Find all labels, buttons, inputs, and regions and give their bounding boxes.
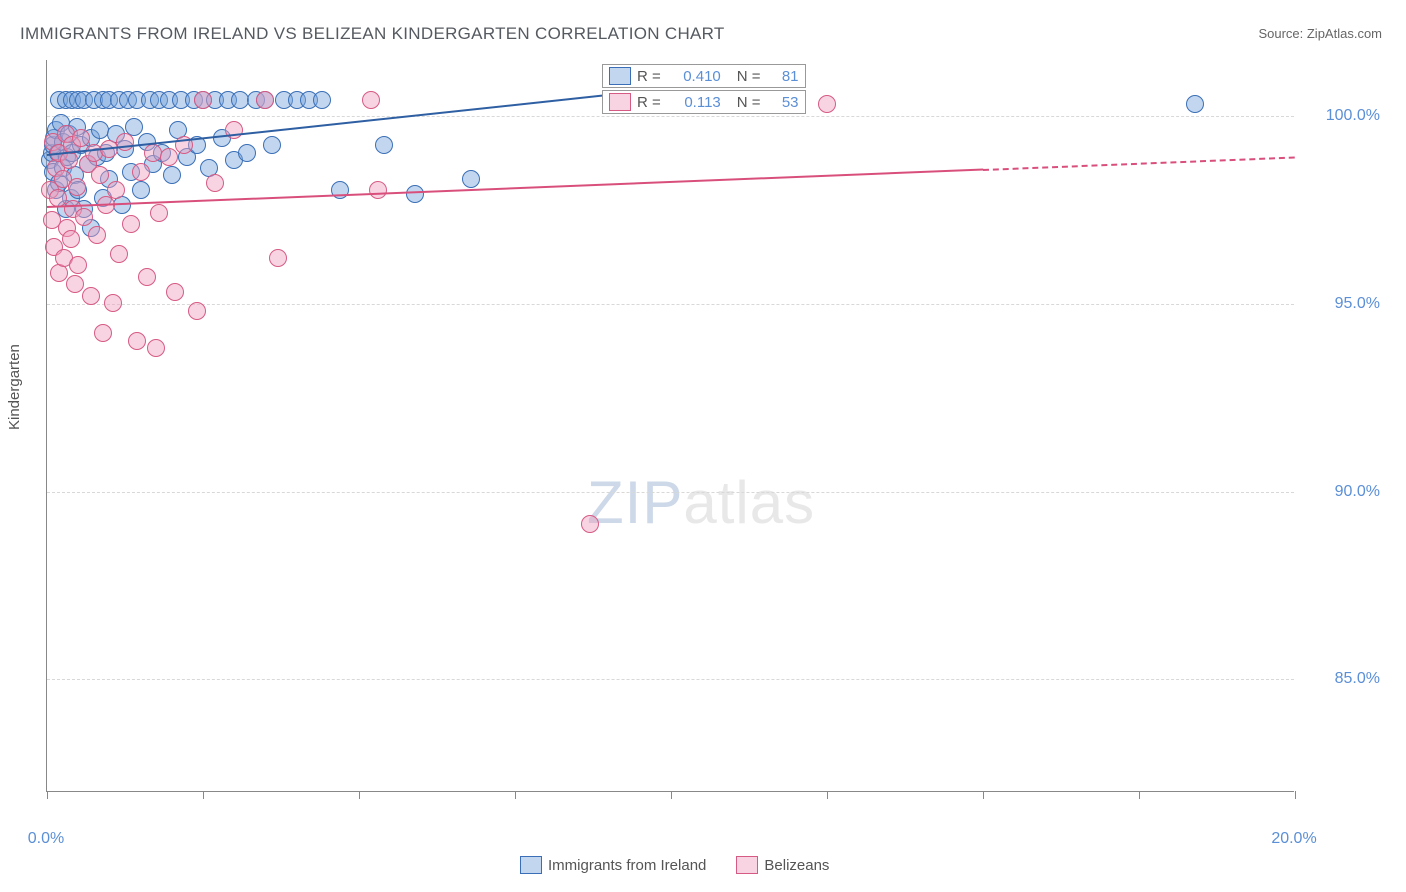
- r-label: R =: [637, 94, 661, 111]
- data-point-belize: [122, 215, 140, 233]
- n-value: 53: [765, 94, 799, 111]
- legend-swatch: [609, 67, 631, 85]
- r-value: 0.113: [665, 94, 721, 111]
- data-point-belize: [72, 129, 90, 147]
- watermark-atlas: atlas: [683, 469, 815, 536]
- data-point-ireland: [406, 185, 424, 203]
- data-point-belize: [91, 166, 109, 184]
- data-point-belize: [62, 230, 80, 248]
- x-tick: [1295, 791, 1296, 799]
- legend-swatch: [736, 856, 758, 874]
- x-tick: [515, 791, 516, 799]
- data-point-belize: [818, 95, 836, 113]
- data-point-belize: [369, 181, 387, 199]
- y-tick-label: 95.0%: [1304, 295, 1380, 313]
- data-point-belize: [128, 332, 146, 350]
- data-point-belize: [206, 174, 224, 192]
- data-point-ireland: [375, 136, 393, 154]
- source-label: Source: ZipAtlas.com: [1258, 26, 1382, 41]
- data-point-belize: [188, 302, 206, 320]
- data-point-ireland: [1186, 95, 1204, 113]
- data-point-belize: [69, 256, 87, 274]
- watermark: ZIPatlas: [587, 468, 815, 537]
- data-point-belize: [66, 275, 84, 293]
- data-point-belize: [581, 515, 599, 533]
- n-value: 81: [765, 68, 799, 85]
- legend-label: Belizeans: [764, 857, 829, 874]
- data-point-belize: [256, 91, 274, 109]
- legend-bottom: Immigrants from Ireland Belizeans: [520, 856, 829, 874]
- x-tick: [359, 791, 360, 799]
- data-point-belize: [132, 163, 150, 181]
- gridline-h: [47, 679, 1294, 680]
- data-point-belize: [150, 204, 168, 222]
- y-tick-label: 100.0%: [1304, 107, 1380, 125]
- x-tick: [827, 791, 828, 799]
- x-tick: [1139, 791, 1140, 799]
- x-tick: [47, 791, 48, 799]
- y-tick-label: 85.0%: [1304, 670, 1380, 688]
- y-tick-label: 90.0%: [1304, 483, 1380, 501]
- data-point-belize: [147, 339, 165, 357]
- x-tick: [983, 791, 984, 799]
- legend-stat-row-ireland: R =0.410 N =81: [602, 64, 806, 88]
- legend-item-belize: Belizeans: [736, 856, 829, 874]
- data-point-belize: [362, 91, 380, 109]
- n-label: N =: [737, 68, 761, 85]
- gridline-h: [47, 304, 1294, 305]
- gridline-h: [47, 116, 1294, 117]
- data-point-ireland: [313, 91, 331, 109]
- data-point-belize: [138, 268, 156, 286]
- data-point-belize: [107, 181, 125, 199]
- x-tick-label: 20.0%: [1271, 830, 1316, 848]
- data-point-belize: [68, 178, 86, 196]
- data-point-ireland: [462, 170, 480, 188]
- data-point-belize: [88, 226, 106, 244]
- data-point-belize: [166, 283, 184, 301]
- legend-label: Immigrants from Ireland: [548, 857, 706, 874]
- data-point-belize: [160, 148, 178, 166]
- data-point-ireland: [331, 181, 349, 199]
- legend-item-ireland: Immigrants from Ireland: [520, 856, 706, 874]
- r-value: 0.410: [665, 68, 721, 85]
- data-point-belize: [269, 249, 287, 267]
- x-tick-label: 0.0%: [28, 830, 64, 848]
- data-point-belize: [110, 245, 128, 263]
- data-point-belize: [104, 294, 122, 312]
- trend-line: [983, 156, 1295, 171]
- gridline-h: [47, 492, 1294, 493]
- x-tick: [203, 791, 204, 799]
- data-point-belize: [94, 324, 112, 342]
- data-point-belize: [194, 91, 212, 109]
- legend-swatch: [609, 93, 631, 111]
- data-point-ireland: [132, 181, 150, 199]
- plot-area: ZIPatlas 85.0%90.0%95.0%100.0%R =0.410N …: [46, 60, 1294, 792]
- data-point-belize: [75, 208, 93, 226]
- n-label: N =: [737, 94, 761, 111]
- y-axis-label: Kindergarten: [6, 344, 23, 430]
- watermark-zip: ZIP: [587, 469, 683, 536]
- legend-stat-row-belize: R =0.113 N =53: [602, 90, 806, 114]
- data-point-belize: [82, 287, 100, 305]
- x-tick: [671, 791, 672, 799]
- r-label: R =: [637, 68, 661, 85]
- legend-swatch: [520, 856, 542, 874]
- data-point-ireland: [163, 166, 181, 184]
- data-point-ireland: [263, 136, 281, 154]
- data-point-ireland: [238, 144, 256, 162]
- chart-title: IMMIGRANTS FROM IRELAND VS BELIZEAN KIND…: [20, 24, 725, 44]
- trend-line: [47, 169, 983, 209]
